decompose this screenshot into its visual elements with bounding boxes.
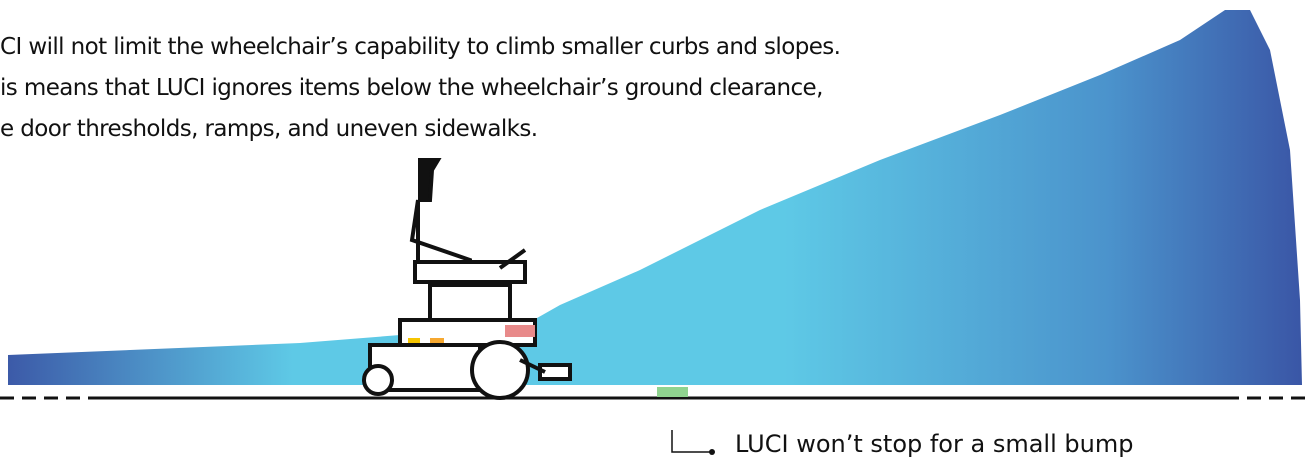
diagram: CI will not limit the wheelchair’s capab… — [0, 0, 1311, 459]
annotation-dot — [709, 449, 715, 455]
annotation-leader — [672, 430, 710, 452]
sensor-field — [8, 10, 1302, 385]
bump — [657, 387, 688, 397]
annotation: LUCI won’t stop for a small bump — [735, 430, 1133, 458]
paragraph-line: is means that LUCI ignores items below t… — [0, 75, 823, 101]
page: {"paragraph": ["CI will not limit the wh… — [0, 0, 1311, 459]
paragraph-line: e door thresholds, ramps, and uneven sid… — [0, 116, 537, 142]
paragraph-line: CI will not limit the wheelchair’s capab… — [0, 34, 840, 60]
